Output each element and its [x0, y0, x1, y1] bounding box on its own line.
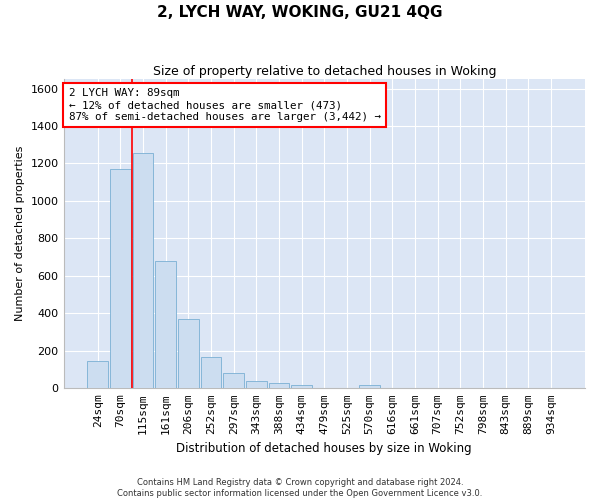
- Bar: [246, 381, 267, 388]
- Text: 2 LYCH WAY: 89sqm
← 12% of detached houses are smaller (473)
87% of semi-detache: 2 LYCH WAY: 89sqm ← 12% of detached hous…: [69, 88, 381, 122]
- X-axis label: Distribution of detached houses by size in Woking: Distribution of detached houses by size …: [176, 442, 472, 455]
- Bar: [87, 361, 108, 388]
- Bar: [223, 373, 244, 388]
- Bar: [133, 153, 154, 388]
- Bar: [291, 384, 312, 388]
- Y-axis label: Number of detached properties: Number of detached properties: [15, 146, 25, 322]
- Text: Contains HM Land Registry data © Crown copyright and database right 2024.
Contai: Contains HM Land Registry data © Crown c…: [118, 478, 482, 498]
- Bar: [178, 319, 199, 388]
- Bar: [155, 261, 176, 388]
- Bar: [359, 385, 380, 388]
- Bar: [200, 358, 221, 388]
- Bar: [269, 383, 289, 388]
- Title: Size of property relative to detached houses in Woking: Size of property relative to detached ho…: [152, 65, 496, 78]
- Text: 2, LYCH WAY, WOKING, GU21 4QG: 2, LYCH WAY, WOKING, GU21 4QG: [157, 5, 443, 20]
- Bar: [110, 169, 131, 388]
